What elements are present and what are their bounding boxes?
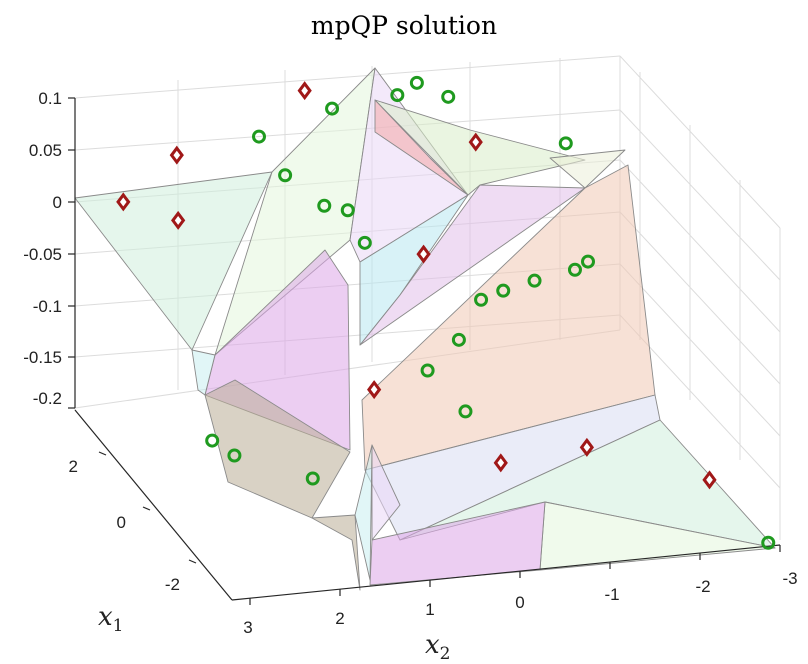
critical-region: [371, 444, 401, 541]
critical-region: [191, 349, 216, 396]
circle-marker: [340, 203, 355, 218]
circle-marker: [441, 89, 456, 104]
critical-region: [549, 149, 626, 189]
circle-marker: [474, 292, 489, 307]
x-tick-label: -1: [604, 585, 619, 604]
circle-marker: [357, 235, 372, 250]
circle-marker: [451, 332, 466, 347]
diamond-marker: [116, 192, 131, 212]
x-tick-label: -3: [782, 569, 797, 588]
y-axis-label-sub: 1: [113, 616, 124, 636]
circle-marker: [278, 168, 293, 183]
z-tick-label: -0.15: [23, 348, 62, 367]
y-tick-label: 2: [69, 457, 78, 476]
critical-regions: [74, 67, 776, 591]
y-tick-label: 0: [117, 513, 126, 532]
circle-marker: [252, 129, 266, 144]
diamond-marker: [579, 437, 594, 457]
circle-marker: [227, 448, 242, 463]
circle-marker: [527, 273, 542, 288]
critical-region: [374, 99, 586, 196]
y-axis-label-main: x: [98, 602, 113, 632]
circle-marker: [305, 471, 320, 486]
circle-marker: [558, 136, 573, 151]
x-tick-label: 3: [243, 618, 252, 637]
x-axis-label-sub: 2: [440, 644, 451, 664]
circle-marker: [420, 363, 435, 378]
z-tick-label: 0: [53, 193, 62, 212]
diamond-marker: [169, 145, 184, 165]
circle-marker: [581, 254, 595, 269]
diamond-marker: [493, 453, 508, 473]
diamond-marker: [468, 132, 483, 152]
circle-marker: [317, 198, 332, 213]
circle-marker: [567, 262, 582, 277]
diamond-marker: [171, 210, 186, 230]
diamond-marker: [416, 244, 431, 264]
z-tick-labels: 0.1 0.05 0 -0.05 -0.1 -0.15 -0.2: [23, 89, 62, 408]
critical-region: [311, 514, 361, 591]
circle-marker: [390, 88, 405, 103]
diamond-marker: [702, 470, 717, 490]
x-tick-label: 1: [425, 600, 434, 619]
z-tick-label: -0.2: [33, 389, 62, 408]
x-tick-label: -2: [695, 577, 710, 596]
x-tick-label: 0: [515, 593, 524, 612]
critical-region: [369, 501, 546, 586]
y-tick-label: -2: [165, 575, 180, 594]
z-tick-label: 0.1: [38, 89, 62, 108]
circle-marker: [409, 75, 424, 90]
x-tick-labels: 3 2 1 0 -1 -2 -3: [243, 569, 797, 637]
z-tick-label: 0.05: [29, 141, 62, 160]
critical-region: [354, 444, 373, 581]
diamond-marker: [367, 380, 382, 400]
chart-title: mpQP solution: [311, 11, 497, 40]
x-axis-label: x2: [425, 630, 451, 664]
critical-region: [74, 171, 273, 351]
diamond-marker: [297, 81, 312, 101]
axes: [68, 97, 781, 605]
y-axis-label: x1: [98, 602, 124, 636]
circle-marker: [325, 101, 340, 116]
circle-marker: [761, 535, 776, 550]
circle-marker: [458, 404, 473, 419]
z-tick-label: -0.05: [23, 245, 62, 264]
circle-marker: [205, 433, 220, 448]
solution-markers: [116, 75, 776, 550]
y-tick-labels: 2 0 -2: [69, 457, 180, 594]
z-tick-label: -0.1: [33, 297, 62, 316]
x-tick-label: 2: [335, 609, 344, 628]
circle-marker: [496, 283, 511, 298]
x-axis-label-main: x: [425, 630, 440, 660]
